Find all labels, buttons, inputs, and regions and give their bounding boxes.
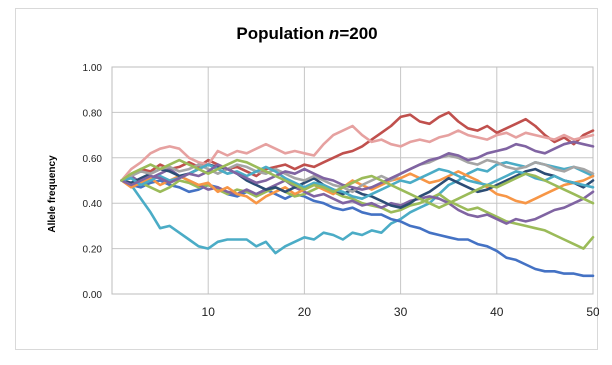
chart-title-variable: n [329,24,339,43]
series-line-12 [120,158,595,209]
y-tick-label: 0.20 [83,245,103,256]
series-lines [120,111,595,278]
series-line-1 [120,161,595,255]
x-tick-label: 30 [394,305,408,319]
chart-canvas: Population n=200 Allele frequency 0.000.… [47,24,599,319]
x-tick-label: 20 [298,305,312,319]
y-tick-label: 0.00 [83,290,103,301]
x-tick-label: 50 [586,305,599,319]
series-line-2 [120,179,595,278]
y-tick-label: 1.00 [83,63,103,74]
series-line-10 [120,163,595,200]
x-tick-label: 10 [202,305,216,319]
y-axis-label: Allele frequency [47,155,58,233]
y-tick-label: 0.80 [83,108,103,119]
chart-title: Population n=200 [236,24,377,43]
series-line-11 [120,140,595,191]
gridlines [111,66,594,295]
chart-title-text: Population [236,24,329,43]
chart-title-value: =200 [339,24,377,43]
tick-labels: 0.00 0.20 0.40 0.60 0.80 1.00 10 20 30 40 50 [83,63,599,319]
y-tick-label: 0.40 [83,199,103,210]
series-line-4 [120,124,595,182]
chart-frame: Population n=200 Allele frequency 0.00 0.… [15,8,599,350]
x-tick-label: 40 [490,305,504,319]
series-line-7 [120,170,595,205]
y-tick-label: 0.60 [83,154,103,165]
